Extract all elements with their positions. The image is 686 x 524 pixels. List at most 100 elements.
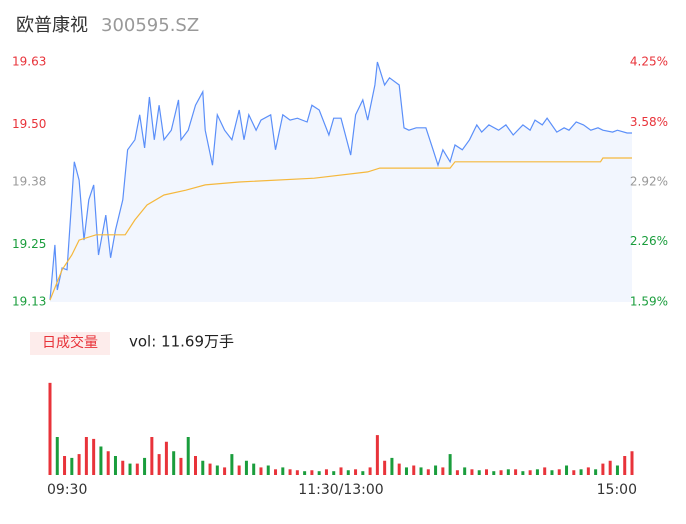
- volume-bar: [361, 471, 365, 475]
- volume-bar: [586, 467, 590, 475]
- volume-bar: [143, 457, 147, 475]
- y2-tick-label: 1.59%: [630, 295, 668, 309]
- volume-bar: [63, 456, 67, 475]
- volume-bar: [485, 469, 488, 475]
- volume-tab[interactable]: [30, 332, 110, 355]
- volume-bar: [223, 467, 227, 475]
- volume-bar: [499, 470, 503, 475]
- volume-bar: [128, 463, 132, 475]
- x-tick-label: 15:00: [597, 482, 637, 498]
- volume-bar: [543, 467, 547, 475]
- volume-bar: [339, 467, 343, 475]
- stock-code: 300595.SZ: [101, 15, 199, 36]
- volume-bar: [477, 470, 481, 475]
- volume-bar: [608, 460, 612, 475]
- volume-bar: [615, 465, 619, 475]
- volume-bar: [390, 457, 394, 475]
- volume-bar: [295, 470, 299, 475]
- volume-bar: [84, 437, 88, 475]
- volume-bar: [492, 471, 496, 475]
- volume-bar: [434, 465, 438, 475]
- volume-bar: [506, 469, 510, 475]
- volume-bar: [230, 454, 234, 475]
- volume-bar: [346, 470, 350, 475]
- volume-bar: [266, 465, 270, 475]
- volume-bar: [419, 467, 423, 475]
- volume-bar: [630, 451, 634, 475]
- volume-bar: [150, 437, 154, 475]
- y-tick-label: 19.38: [12, 175, 46, 189]
- volume-bar: [201, 460, 205, 475]
- stock-name: 欧普康视: [16, 15, 88, 36]
- volume-bar: [557, 469, 561, 475]
- volume-bar: [55, 437, 59, 475]
- volume-bar: [244, 460, 248, 475]
- y-tick-label: 19.13: [12, 295, 46, 309]
- volume-bar: [288, 469, 292, 475]
- y2-tick-label: 4.25%: [630, 55, 668, 69]
- volume-bar: [463, 467, 467, 475]
- x-tick-label: 11:30/13:00: [298, 482, 383, 498]
- volume-bar: [237, 465, 241, 475]
- y2-tick-label: 2.26%: [630, 234, 668, 248]
- volume-bar: [135, 463, 139, 475]
- volume-bar: [70, 457, 74, 475]
- y2-tick-label: 3.58%: [630, 115, 668, 129]
- volume-bar: [601, 463, 605, 475]
- volume-bar: [441, 467, 445, 475]
- volume-total: vol: 11.69万手: [129, 333, 234, 351]
- volume-bar: [252, 463, 256, 475]
- volume-tab-label[interactable]: 日成交量: [42, 334, 98, 351]
- y-tick-label: 19.50: [12, 117, 46, 131]
- volume-bar: [397, 463, 401, 475]
- volume-bar: [623, 456, 627, 475]
- volume-bar: [274, 469, 278, 475]
- volume-bar: [157, 454, 161, 475]
- volume-bar: [579, 469, 583, 475]
- volume-bar: [550, 470, 554, 475]
- y2-tick-label: 2.92%: [630, 175, 668, 189]
- volume-bar: [521, 471, 525, 475]
- price-area: [50, 62, 632, 302]
- volume-bar: [310, 470, 314, 475]
- volume-bar: [455, 470, 459, 475]
- volume-bar: [412, 465, 416, 475]
- volume-bar: [215, 465, 219, 475]
- average-line: [49, 157, 632, 301]
- volume-bar: [368, 467, 372, 475]
- volume-bar: [179, 457, 183, 475]
- y-tick-label: 19.25: [12, 237, 46, 251]
- volume-bar: [113, 456, 117, 475]
- price-line: [49, 61, 632, 301]
- volume-bar: [317, 471, 321, 475]
- volume-bar: [99, 446, 103, 475]
- volume-bar: [106, 451, 110, 475]
- volume-bar: [594, 469, 598, 475]
- volume-bar: [448, 454, 452, 475]
- volume-bar: [48, 382, 52, 475]
- volume-bar: [572, 470, 576, 475]
- volume-bar: [375, 435, 379, 475]
- volume-bar: [186, 437, 190, 475]
- volume-bar: [164, 441, 168, 475]
- volume-bar: [303, 471, 307, 475]
- volume-bar: [535, 469, 539, 475]
- volume-bar: [121, 460, 125, 475]
- volume-bar: [324, 469, 328, 475]
- volume-bar: [208, 463, 212, 475]
- y-tick-label: 19.63: [12, 55, 46, 69]
- volume-bar: [528, 470, 532, 475]
- volume-bar: [172, 451, 176, 475]
- volume-bar: [383, 460, 387, 475]
- volume-bar: [565, 465, 569, 475]
- volume-bar: [259, 467, 263, 475]
- volume-bar: [426, 469, 430, 475]
- volume-bar: [77, 454, 81, 475]
- volume-bar: [332, 471, 336, 475]
- volume-bar: [404, 467, 408, 475]
- volume-bar: [470, 469, 474, 475]
- volume-bar: [92, 438, 96, 475]
- volume-bar: [194, 456, 197, 475]
- volume-bar: [354, 469, 358, 475]
